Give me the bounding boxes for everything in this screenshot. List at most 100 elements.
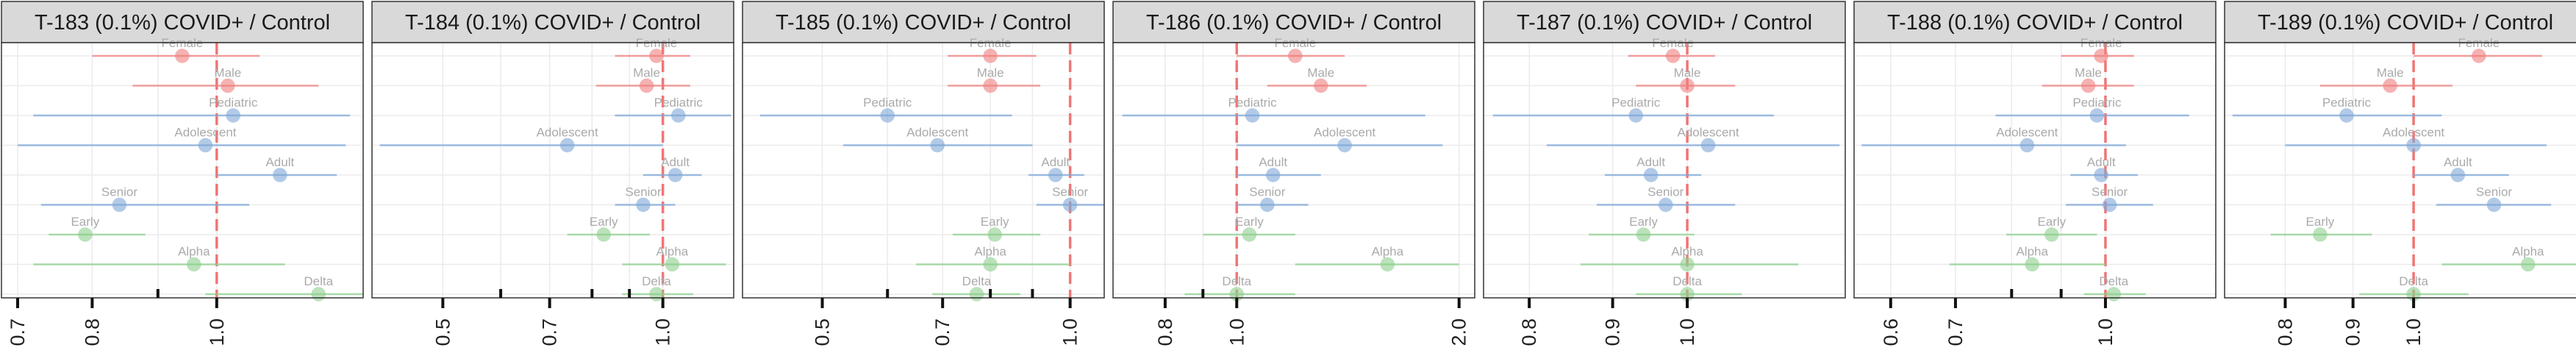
row-label: Male [1674, 66, 1701, 80]
row-label: Adult [1259, 155, 1287, 169]
plot-background [1113, 43, 1475, 298]
tick-label: 1.0 [1676, 318, 1698, 346]
point-estimate [226, 108, 240, 123]
tick-label: 0.5 [812, 318, 834, 346]
point-estimate [78, 227, 93, 242]
point-estimate [1337, 138, 1352, 153]
point-estimate [198, 138, 213, 153]
point-estimate [983, 49, 998, 63]
point-estimate [668, 168, 683, 182]
point-estimate [1680, 257, 1695, 272]
point-estimate [1245, 108, 1260, 123]
row-label: Pediatric [2322, 96, 2372, 110]
point-estimate [2406, 138, 2421, 153]
point-estimate [311, 287, 326, 302]
row-label: Adult [2444, 155, 2472, 169]
point-estimate [1643, 168, 1659, 182]
tick-label: 1.0 [1059, 318, 1081, 346]
point-estimate [1628, 108, 1643, 123]
row-label: Male [214, 66, 241, 80]
point-estimate [665, 257, 680, 272]
point-estimate [1288, 49, 1303, 63]
forest-panel: T-186 (0.1%) COVID+ / ControlFemaleMaleP… [1112, 1, 1475, 346]
row-label: Senior [2476, 185, 2512, 199]
point-estimate [2044, 227, 2059, 242]
row-label: Pediatric [1611, 96, 1661, 110]
row-label: Male [2377, 66, 2404, 80]
panel-strip [1112, 1, 1475, 43]
forest-panel: T-187 (0.1%) COVID+ / ControlFemaleMaleP… [1483, 1, 1846, 346]
row-label: Early [590, 215, 618, 229]
row-label: Early [981, 215, 1009, 229]
point-estimate [112, 197, 127, 213]
row-label: Alpha [2016, 245, 2048, 259]
row-label: Alpha [2512, 245, 2544, 259]
tick-label: 0.6 [1880, 318, 1902, 346]
panel-border [2224, 42, 2576, 299]
point-estimate [1700, 138, 1716, 153]
point-estimate [930, 138, 945, 153]
point-estimate [2025, 257, 2039, 272]
panel-strip [2224, 1, 2576, 43]
row-label: Delta [1222, 274, 1251, 288]
panel-title: T-186 (0.1%) COVID+ / Control [1146, 11, 1442, 35]
point-estimate [636, 197, 651, 213]
panel-title: T-184 (0.1%) COVID+ / Control [405, 11, 701, 35]
tick-label: 0.8 [1154, 318, 1176, 346]
tick-label: 1.0 [2403, 318, 2425, 346]
point-estimate [983, 78, 998, 93]
row-label: Senior [101, 185, 137, 199]
tick-label: 0.7 [539, 318, 561, 346]
row-label: Adult [1636, 155, 1665, 169]
row-label: Delta [304, 274, 333, 288]
tick-label: 0.8 [1518, 318, 1540, 346]
point-estimate [187, 257, 201, 272]
point-estimate [1048, 168, 1063, 182]
row-label: Pediatric [1228, 96, 1277, 110]
row-label: Adolescent [174, 126, 236, 140]
plot-background [1, 43, 363, 298]
row-label: Pediatric [654, 96, 704, 110]
point-estimate [2521, 257, 2536, 272]
point-estimate [2102, 197, 2117, 213]
row-label: Adolescent [1996, 126, 2058, 140]
point-estimate [2106, 287, 2122, 302]
panel-title: T-185 (0.1%) COVID+ / Control [776, 11, 1071, 35]
tick-label: 0.9 [2342, 318, 2364, 346]
tick-label: 0.5 [432, 318, 454, 346]
row-label: Senior [625, 185, 661, 199]
row-label: Pediatric [209, 96, 258, 110]
row-label: Male [977, 66, 1004, 80]
panel-title: T-183 (0.1%) COVID+ / Control [35, 11, 330, 35]
row-label: Adolescent [537, 126, 598, 140]
tick-label: 1.0 [1226, 318, 1248, 346]
row-label: Delta [642, 274, 671, 288]
row-label: Pediatric [863, 96, 912, 110]
panel-title: T-187 (0.1%) COVID+ / Control [1517, 11, 1812, 35]
point-estimate [2450, 168, 2466, 182]
point-estimate [175, 49, 190, 63]
point-estimate [969, 287, 984, 302]
point-estimate [2094, 168, 2108, 182]
row-label: Senior [1647, 185, 1684, 199]
point-estimate [2313, 227, 2328, 242]
point-estimate [1242, 227, 1257, 242]
row-label: Male [2075, 66, 2102, 80]
tick-label: 0.7 [931, 318, 954, 346]
row-label: Delta [2099, 274, 2128, 288]
forest-panel: T-184 (0.1%) COVID+ / ControlFemaleMaleP… [371, 1, 734, 346]
row-label: Adolescent [1677, 126, 1739, 140]
panel-strip [371, 1, 734, 43]
point-estimate [639, 78, 654, 93]
point-estimate [987, 227, 1002, 242]
row-label: Early [71, 215, 99, 229]
panel-border [371, 42, 734, 299]
panel-border [1, 42, 364, 299]
tick-label: 0.8 [2274, 318, 2296, 346]
row-label: Adult [661, 155, 690, 169]
point-estimate [880, 108, 895, 123]
point-estimate [2019, 138, 2035, 153]
row-label: Delta [2399, 274, 2428, 288]
tick-label: 0.9 [1602, 318, 1624, 346]
point-estimate [1062, 197, 1078, 213]
